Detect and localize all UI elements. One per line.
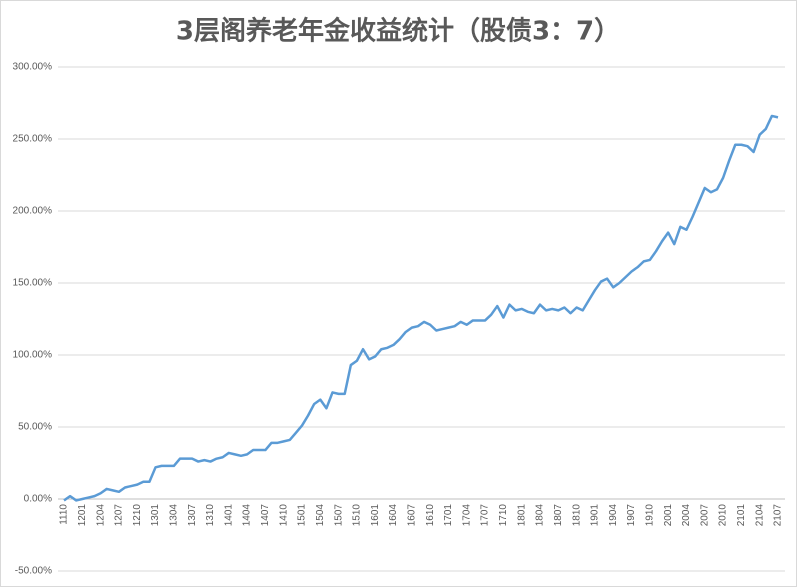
x-tick-label: 1501	[297, 504, 308, 527]
x-tick-label: 1601	[370, 504, 381, 527]
x-tick-label: 1707	[480, 504, 491, 527]
x-tick-label: 2101	[736, 504, 747, 527]
x-tick-label: 1407	[260, 504, 271, 527]
x-tick-label: 1810	[571, 504, 582, 527]
x-tick-label: 1307	[187, 504, 198, 527]
x-tick-label: 1210	[132, 504, 143, 527]
x-tick-label: 1910	[644, 504, 655, 527]
y-tick-label: 50.00%	[18, 422, 52, 433]
x-tick-label: 2104	[754, 504, 765, 527]
data-line	[63, 114, 779, 502]
x-tick-label: 1410	[278, 504, 289, 527]
x-tick-label: 1401	[223, 504, 234, 527]
x-tick-label: 1604	[388, 504, 399, 527]
x-tick-label: 1701	[443, 504, 454, 527]
x-tick-label: 1607	[406, 504, 417, 527]
x-tick-label: 1207	[114, 504, 125, 527]
x-tick-label: 1807	[553, 504, 564, 527]
x-tick-label: 1901	[590, 504, 601, 527]
y-tick-label: 200.00%	[13, 206, 53, 217]
x-tick-label: 1801	[516, 504, 527, 527]
x-tick-label: 1301	[150, 504, 161, 527]
x-tick-label: 2010	[718, 504, 729, 527]
x-tick-label: 1904	[608, 504, 619, 527]
x-tick-label: 2001	[663, 504, 674, 527]
y-tick-label: 100.00%	[13, 350, 53, 361]
x-tick-label: 1907	[626, 504, 637, 527]
x-tick-label: 1404	[242, 504, 253, 527]
x-tick-label: 1504	[315, 504, 326, 527]
y-tick-label: -50.00%	[15, 566, 52, 577]
chart-title: 3层阁养老年金收益统计（股债3：7）	[176, 16, 620, 47]
x-tick-label: 1110	[59, 504, 70, 525]
x-tick-label: 2007	[699, 504, 710, 527]
x-tick-label: 1310	[205, 504, 216, 527]
y-tick-label: 150.00%	[13, 278, 53, 289]
x-tick-label: 1204	[95, 504, 106, 527]
x-tick-label: 1304	[168, 504, 179, 527]
x-tick-label: 1704	[461, 504, 472, 527]
x-tick-label: 2004	[681, 504, 692, 527]
x-tick-label: 1510	[352, 504, 363, 527]
y-tick-label: 300.00%	[13, 62, 53, 73]
y-tick-label: 250.00%	[13, 134, 53, 145]
x-tick-label: 1201	[77, 504, 88, 527]
x-tick-label: 1507	[333, 504, 344, 527]
y-tick-label: 0.00%	[24, 494, 52, 505]
x-tick-label: 1710	[498, 504, 509, 527]
x-tick-label: 2107	[773, 504, 784, 527]
x-tick-label: 1610	[425, 504, 436, 527]
x-tick-label: 1804	[535, 504, 546, 527]
